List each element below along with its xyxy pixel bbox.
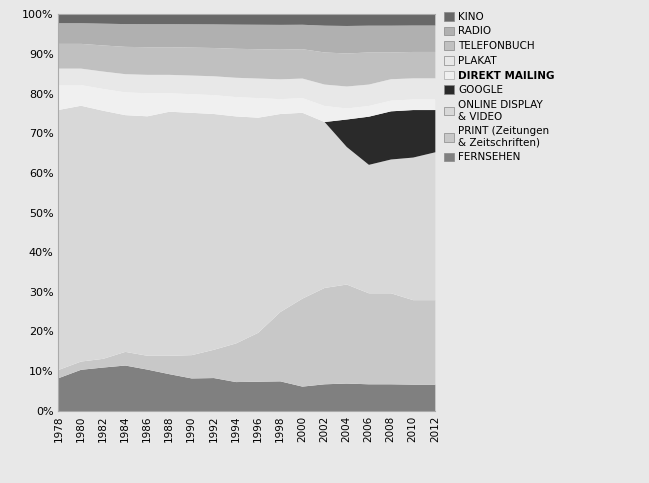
Legend: KINO, RADIO, TELEFONBUCH, PLAKAT, DIREKT MAILING, GOOGLE, ONLINE DISPLAY
& VIDEO: KINO, RADIO, TELEFONBUCH, PLAKAT, DIREKT… (444, 12, 555, 162)
